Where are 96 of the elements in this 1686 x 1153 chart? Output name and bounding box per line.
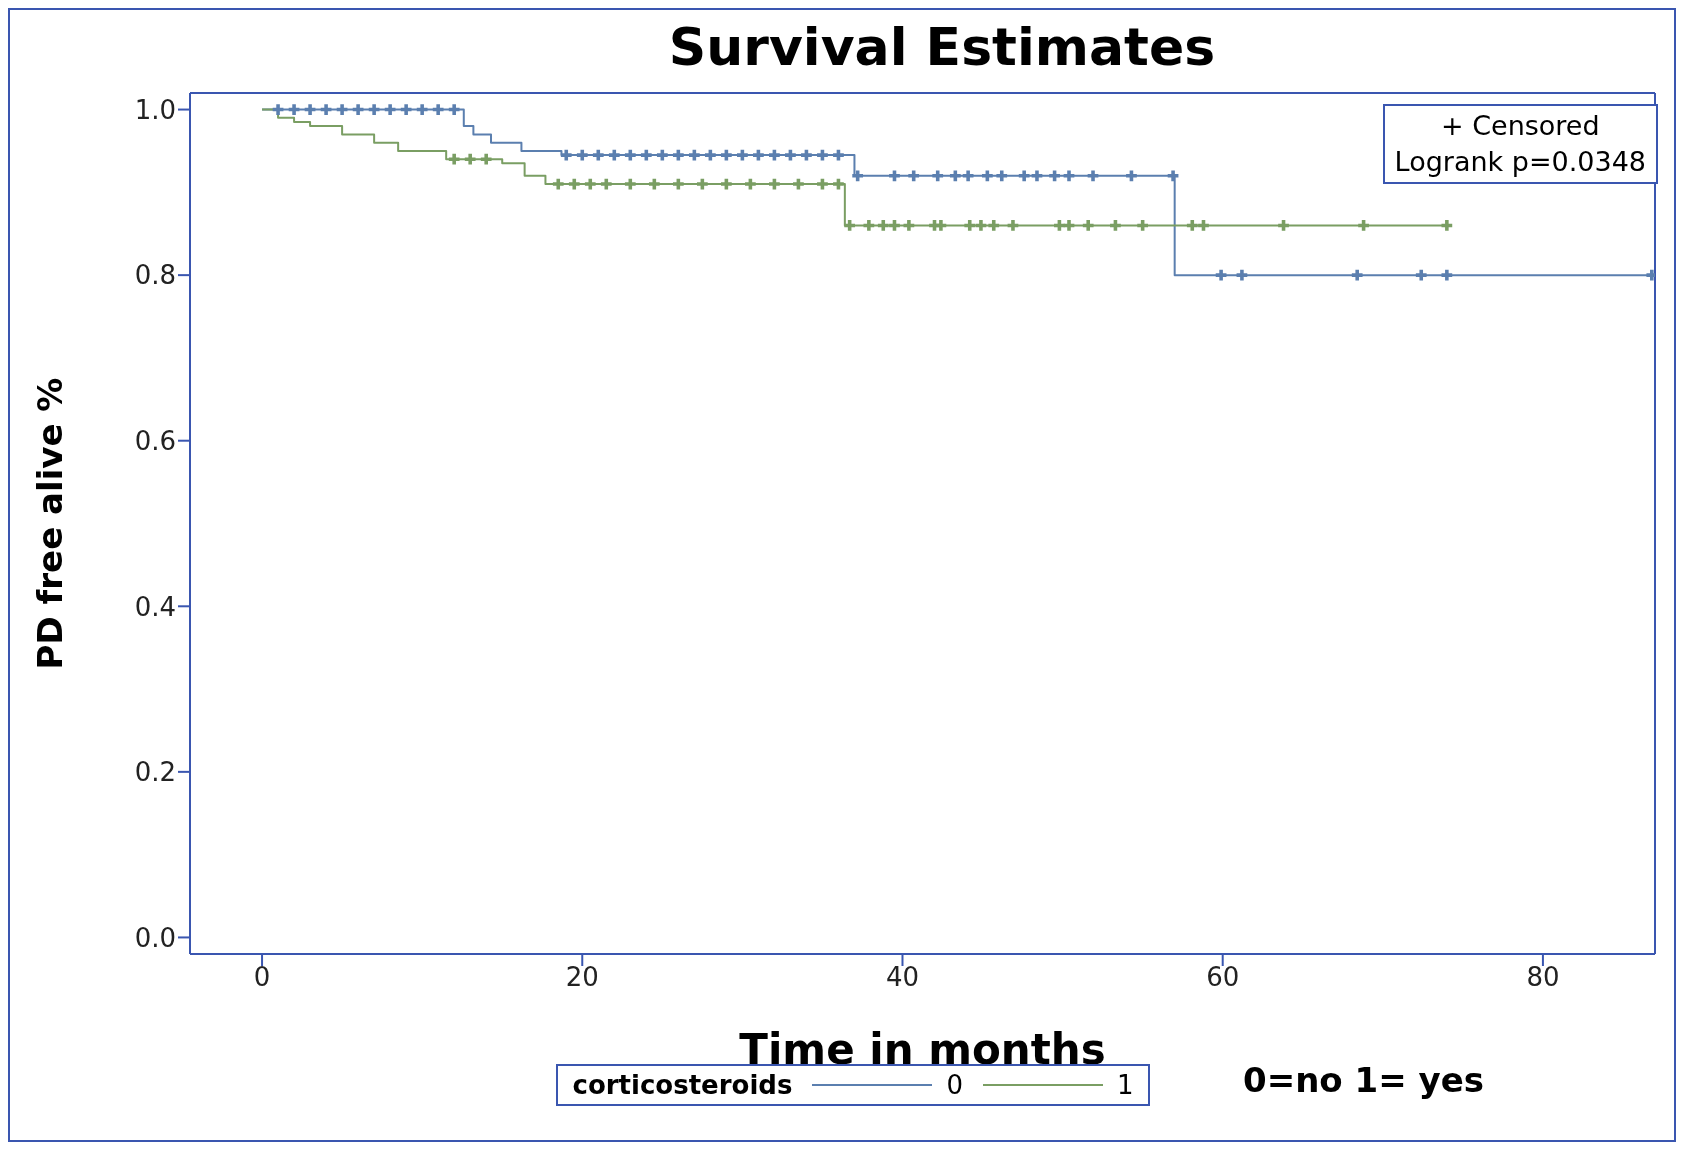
- point: [745, 178, 756, 190]
- point: [935, 220, 947, 231]
- y-tick-label: 0.8: [134, 260, 176, 291]
- point: [1087, 170, 1099, 182]
- point: [288, 104, 300, 115]
- point: [1415, 269, 1427, 281]
- point: [903, 220, 915, 231]
- point: [352, 104, 364, 115]
- y-axis-title: PD free alive %: [30, 377, 71, 670]
- point: [1167, 170, 1179, 182]
- point: [932, 170, 944, 182]
- point: [988, 220, 1000, 231]
- point: [833, 149, 844, 161]
- point: [981, 170, 993, 182]
- y-tick-label: 0.2: [134, 757, 176, 788]
- point: [1186, 220, 1198, 231]
- point: [964, 220, 976, 231]
- point: [584, 178, 596, 190]
- point: [1441, 269, 1453, 281]
- point: [600, 178, 612, 190]
- x-tick-label: 40: [885, 962, 920, 993]
- x-tick-label: 60: [1206, 962, 1240, 993]
- point: [996, 170, 1008, 182]
- y-tick-label: 0.0: [134, 922, 176, 953]
- point: [1236, 269, 1248, 281]
- point: [1031, 170, 1043, 182]
- point: [737, 149, 748, 161]
- point: [863, 220, 875, 231]
- point: [320, 104, 332, 115]
- point: [1082, 220, 1094, 231]
- point: [576, 149, 588, 161]
- point: [1063, 170, 1075, 182]
- point: [568, 178, 580, 190]
- point: [833, 178, 844, 190]
- point: [648, 178, 660, 190]
- point: [1063, 220, 1075, 231]
- point: [1007, 220, 1019, 231]
- x-tick-label: 80: [1526, 962, 1560, 993]
- point: [384, 104, 396, 115]
- legend-label: 1: [1116, 1070, 1134, 1100]
- point: [448, 104, 460, 115]
- x-tick-label: 0: [253, 962, 271, 993]
- point: [400, 104, 412, 115]
- chart-title: Survival Estimates: [667, 16, 1217, 79]
- point: [624, 149, 636, 161]
- point: [304, 104, 316, 115]
- text: 0=no 1= yes: [1243, 1060, 1484, 1100]
- point: [640, 149, 652, 161]
- point: [656, 149, 668, 161]
- point: [975, 220, 987, 231]
- point: [908, 170, 920, 182]
- point: [464, 153, 476, 165]
- point: [696, 178, 708, 190]
- point: [1351, 269, 1363, 281]
- y-tick-label: 1.0: [134, 94, 176, 125]
- point: [769, 178, 780, 190]
- point: [704, 149, 716, 161]
- annotation: + Censored: [1439, 109, 1601, 143]
- point: [817, 149, 828, 161]
- x-tick-label: 20: [565, 962, 599, 993]
- point: [672, 149, 684, 161]
- point: [608, 149, 620, 161]
- point: [368, 104, 380, 115]
- point: [1441, 220, 1453, 231]
- point: [962, 170, 974, 182]
- point: [560, 149, 572, 161]
- point: [801, 149, 812, 161]
- point: [1126, 170, 1137, 182]
- point: [480, 153, 492, 165]
- point: [672, 178, 684, 190]
- point: [416, 104, 428, 115]
- y-tick-label: 0.6: [134, 425, 176, 456]
- point: [785, 149, 796, 161]
- point: [817, 178, 828, 190]
- point: [753, 149, 764, 161]
- point: [272, 104, 284, 115]
- point: [432, 104, 444, 115]
- point: [592, 149, 604, 161]
- point: [877, 220, 889, 231]
- point: [1049, 170, 1060, 182]
- point: [552, 178, 564, 190]
- point: [852, 170, 864, 182]
- point: [721, 149, 732, 161]
- point: [949, 170, 961, 182]
- y-tick-label: 0.4: [134, 591, 176, 622]
- point: [624, 178, 636, 190]
- annotation: Logrank p=0.0348: [1394, 145, 1646, 179]
- point: [721, 178, 732, 190]
- point: [1018, 170, 1030, 182]
- point: [336, 104, 348, 115]
- point: [448, 153, 460, 165]
- point: [769, 149, 780, 161]
- point: [793, 178, 804, 190]
- point: [688, 149, 700, 161]
- point: [889, 170, 900, 182]
- point: [1215, 269, 1227, 281]
